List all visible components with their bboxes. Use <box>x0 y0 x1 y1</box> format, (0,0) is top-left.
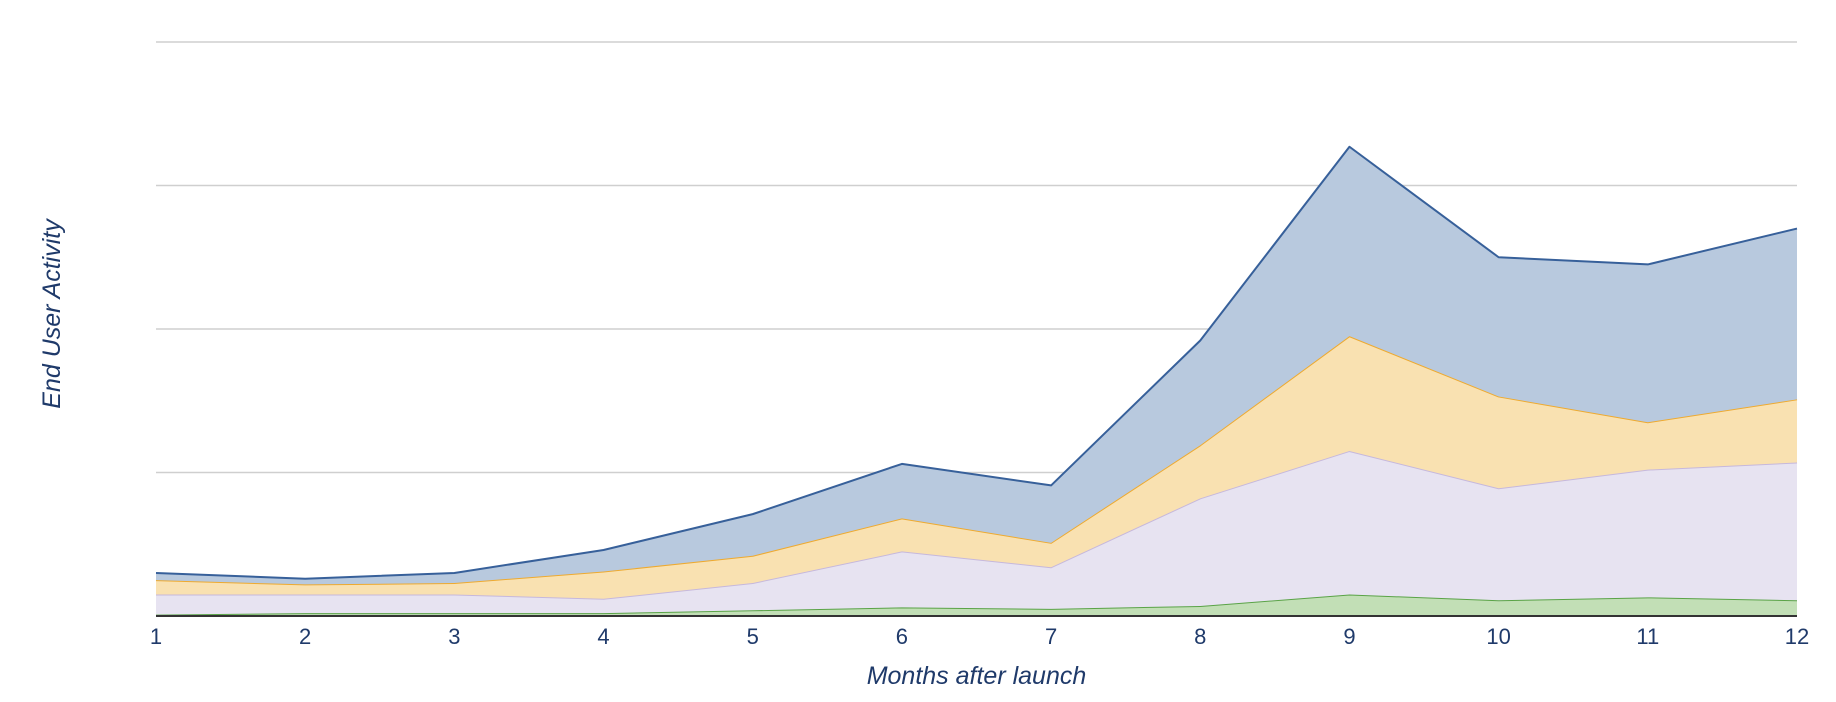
x-tick-label: 12 <box>1785 624 1809 649</box>
series-4-area <box>156 146 1797 585</box>
y-axis-title: End User Activity <box>38 218 66 409</box>
x-tick-label: 10 <box>1486 624 1510 649</box>
x-axis-title: Months after launch <box>867 662 1087 690</box>
x-tick-labels: 1 2 3 4 5 6 7 8 9 10 11 12 <box>150 624 1809 649</box>
x-tick-label: 2 <box>299 624 311 649</box>
series-1-area <box>156 594 1797 616</box>
x-tick-label: 8 <box>1194 624 1206 649</box>
x-tick-label: 5 <box>747 624 759 649</box>
x-tick-label: 11 <box>1636 624 1659 649</box>
x-tick-label: 1 <box>150 624 162 649</box>
x-tick-label: 9 <box>1343 624 1355 649</box>
series-4 <box>155 145 1798 585</box>
series-4-line <box>155 145 1798 580</box>
x-tick-label: 3 <box>448 624 460 649</box>
series-2-area <box>156 450 1797 615</box>
x-tick-label: 4 <box>597 624 609 649</box>
x-tick-label: 7 <box>1045 624 1057 649</box>
plot-area <box>155 145 1798 616</box>
series-3-area <box>156 336 1797 599</box>
x-tick-label: 6 <box>896 624 908 649</box>
